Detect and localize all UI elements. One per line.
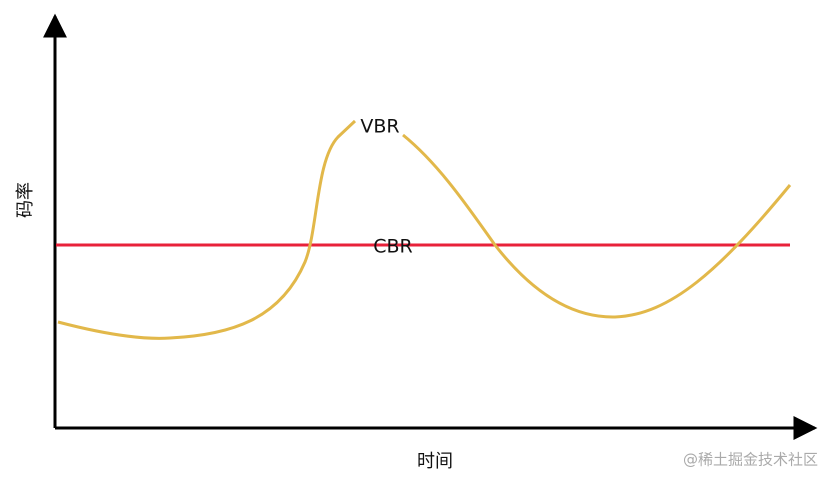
x-axis-label: 时间 xyxy=(417,451,453,472)
vbr-label: VBR xyxy=(360,116,399,138)
y-axis-label: 码率 xyxy=(15,182,36,218)
watermark: @稀土掘金技术社区 xyxy=(683,451,818,469)
cbr-label: CBR xyxy=(373,236,413,258)
vbr-curve xyxy=(57,119,792,340)
